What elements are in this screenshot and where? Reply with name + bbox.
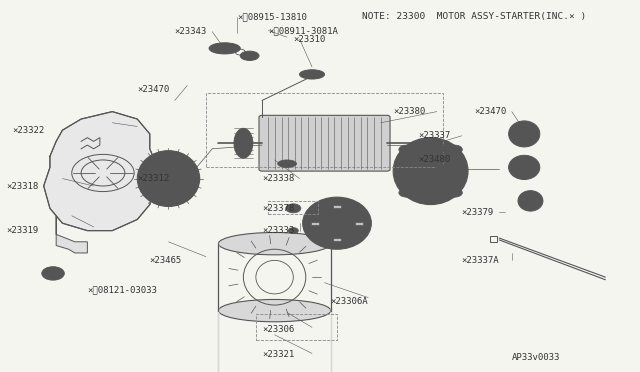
Bar: [355, 222, 363, 225]
Ellipse shape: [300, 70, 324, 79]
Ellipse shape: [518, 191, 543, 211]
Ellipse shape: [234, 128, 253, 158]
Circle shape: [399, 145, 414, 154]
Text: ×23380: ×23380: [393, 107, 426, 116]
Text: ×23318: ×23318: [6, 182, 38, 190]
Circle shape: [447, 188, 462, 197]
Text: ×23321: ×23321: [262, 350, 294, 359]
Ellipse shape: [509, 155, 540, 179]
Text: ×Ⓢ08915-13810: ×Ⓢ08915-13810: [237, 12, 307, 21]
Bar: [312, 222, 319, 225]
FancyBboxPatch shape: [259, 115, 390, 171]
Text: ×23480: ×23480: [418, 155, 451, 164]
Ellipse shape: [437, 155, 456, 161]
Ellipse shape: [278, 160, 296, 167]
Text: ×23337: ×23337: [418, 131, 451, 140]
Bar: [268, 201, 318, 214]
Ellipse shape: [437, 165, 456, 170]
Ellipse shape: [240, 51, 259, 61]
Ellipse shape: [218, 232, 331, 255]
Text: ×23322: ×23322: [13, 126, 45, 135]
Text: ×23319: ×23319: [6, 226, 38, 235]
Text: ×23378: ×23378: [262, 204, 294, 213]
Ellipse shape: [509, 121, 540, 147]
Bar: [490, 236, 497, 242]
Ellipse shape: [393, 138, 468, 205]
Text: ×23306A: ×23306A: [331, 297, 369, 306]
Circle shape: [447, 145, 462, 154]
Text: ×23343: ×23343: [175, 27, 207, 36]
Text: AP33v0033: AP33v0033: [512, 353, 560, 362]
Text: NOTE: 23300  MOTOR ASSY-STARTER(INC.× ): NOTE: 23300 MOTOR ASSY-STARTER(INC.× ): [362, 12, 586, 21]
Text: ×23338: ×23338: [262, 174, 294, 183]
Text: ×23306: ×23306: [262, 325, 294, 334]
Text: ×23337A: ×23337A: [462, 256, 499, 265]
Polygon shape: [56, 216, 88, 253]
Text: ×23312: ×23312: [138, 174, 170, 183]
Circle shape: [399, 188, 414, 197]
Bar: [256, 314, 337, 340]
Text: ×Ⓢ08911-3081A: ×Ⓢ08911-3081A: [268, 26, 338, 35]
Ellipse shape: [209, 43, 240, 54]
Ellipse shape: [138, 151, 200, 206]
Bar: [333, 205, 340, 208]
Circle shape: [42, 267, 64, 280]
Ellipse shape: [303, 197, 371, 249]
Text: ×23470: ×23470: [138, 85, 170, 94]
Bar: [333, 238, 340, 241]
Text: ×Ⓢ08121-03033: ×Ⓢ08121-03033: [88, 286, 157, 295]
Polygon shape: [44, 112, 156, 231]
Bar: [206, 93, 443, 167]
Ellipse shape: [218, 299, 331, 322]
Circle shape: [286, 204, 301, 213]
Text: ×23310: ×23310: [293, 35, 326, 44]
Text: ×23465: ×23465: [150, 256, 182, 265]
Circle shape: [289, 228, 298, 234]
Text: ×23470: ×23470: [474, 107, 506, 116]
Text: ×23333: ×23333: [262, 226, 294, 235]
Text: ×23379: ×23379: [462, 208, 494, 217]
Ellipse shape: [437, 146, 456, 152]
